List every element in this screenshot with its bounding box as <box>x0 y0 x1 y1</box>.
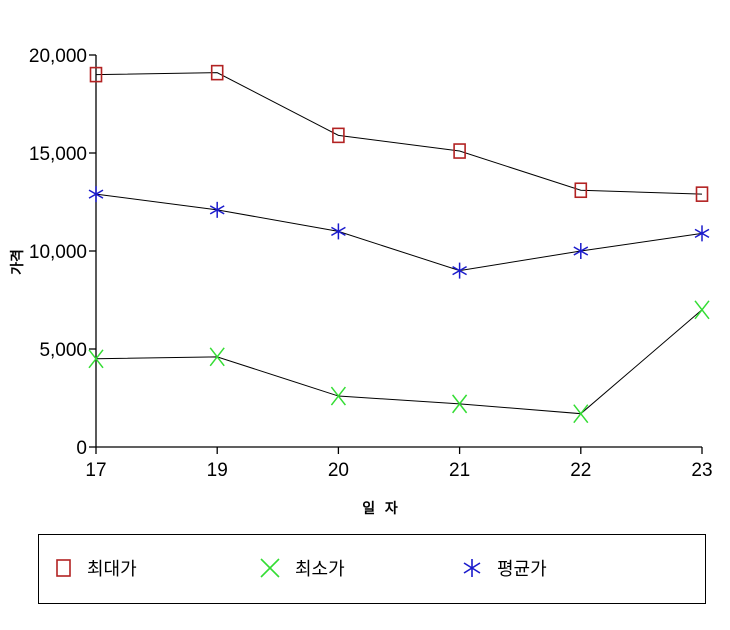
y-tick-label: 20,000 <box>29 46 87 67</box>
series-line <box>95 309 703 415</box>
y-tick-label: 10,000 <box>29 242 87 263</box>
x-tick-label: 17 <box>85 460 106 481</box>
series-square <box>89 64 709 202</box>
x-axis-title: 일 자 <box>362 501 398 517</box>
data-point <box>330 386 346 406</box>
legend-label: 평균가 <box>497 559 547 580</box>
data-point <box>88 186 104 203</box>
x-tick-label: 19 <box>207 460 228 481</box>
x-tick-label: 22 <box>570 460 591 481</box>
data-point <box>694 225 710 242</box>
data-point <box>88 349 104 369</box>
legend-label: 최대가 <box>87 559 137 580</box>
data-point <box>452 262 467 279</box>
y-axis-title: 가격 <box>9 249 26 275</box>
data-point <box>573 404 589 424</box>
data-point <box>89 66 103 83</box>
data-point <box>574 182 588 199</box>
data-point <box>695 186 709 202</box>
legend-label: 최소가 <box>295 559 345 580</box>
legend-item-avg: 평균가 <box>461 555 547 581</box>
asterisk-marker-icon <box>463 559 481 577</box>
data-point <box>694 300 710 320</box>
data-point <box>453 143 466 159</box>
x-tick-label: 23 <box>691 460 712 481</box>
data-point <box>210 64 224 81</box>
data-point <box>332 127 345 144</box>
y-tick-label: 5,000 <box>39 340 87 361</box>
square-marker-icon <box>56 559 71 577</box>
legend-item-max: 최대가 <box>55 555 137 581</box>
data-point <box>209 347 225 367</box>
series-line <box>95 193 703 272</box>
series-layer <box>88 64 710 424</box>
x-tick-label: 21 <box>449 460 470 481</box>
data-point <box>331 223 346 240</box>
series-line <box>95 72 703 195</box>
x-tick-label: 20 <box>328 460 349 481</box>
line-chart: 0 5,000 10,000 15,000 20,000 17 19 20 21 22 23 일 자… <box>9 46 713 517</box>
x-marker-icon <box>260 558 280 578</box>
data-point <box>452 394 468 414</box>
series-x <box>88 300 710 424</box>
legend: 최대가 최소가 평균가 <box>38 534 706 604</box>
data-point <box>573 243 589 259</box>
legend-item-min: 최소가 <box>259 555 345 581</box>
y-tick-label: 15,000 <box>29 144 87 165</box>
y-tick-label: 0 <box>76 438 87 459</box>
axes: 0 5,000 10,000 15,000 20,000 17 19 20 21 22 23 <box>29 46 713 481</box>
series-asterisk <box>88 186 710 279</box>
data-point <box>209 201 225 218</box>
